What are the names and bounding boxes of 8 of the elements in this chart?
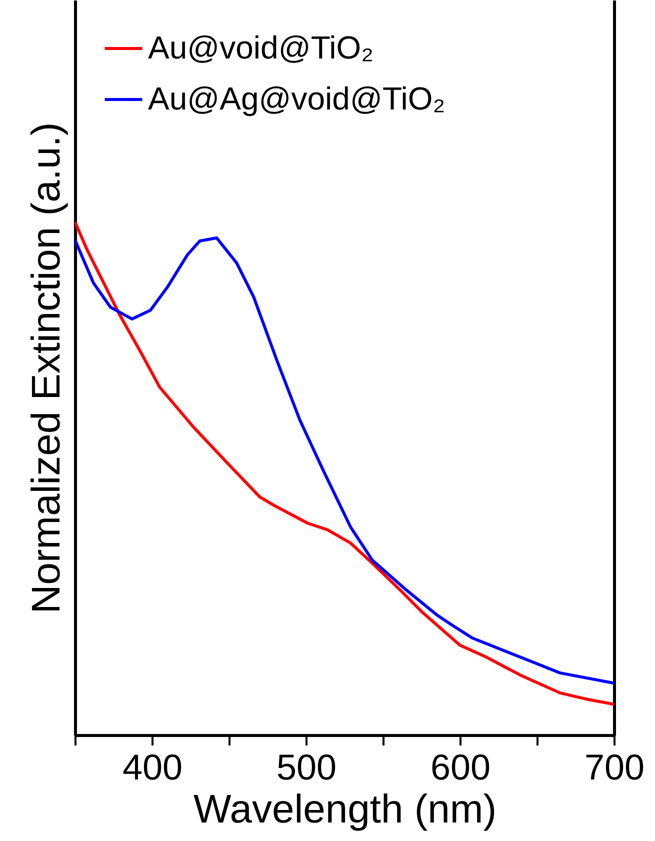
- x-tick-label: 500: [276, 746, 337, 788]
- x-tick-label: 400: [122, 746, 183, 788]
- legend-label: Au@Ag@void@TiO₂: [148, 80, 446, 116]
- x-tick-label: 600: [430, 746, 491, 788]
- y-axis-title: Normalized Extinction (a.u.): [24, 122, 68, 614]
- x-axis-title: Wavelength (nm): [193, 788, 497, 832]
- x-tick-label: 700: [584, 746, 645, 788]
- legend-label: Au@void@TiO₂: [148, 30, 374, 66]
